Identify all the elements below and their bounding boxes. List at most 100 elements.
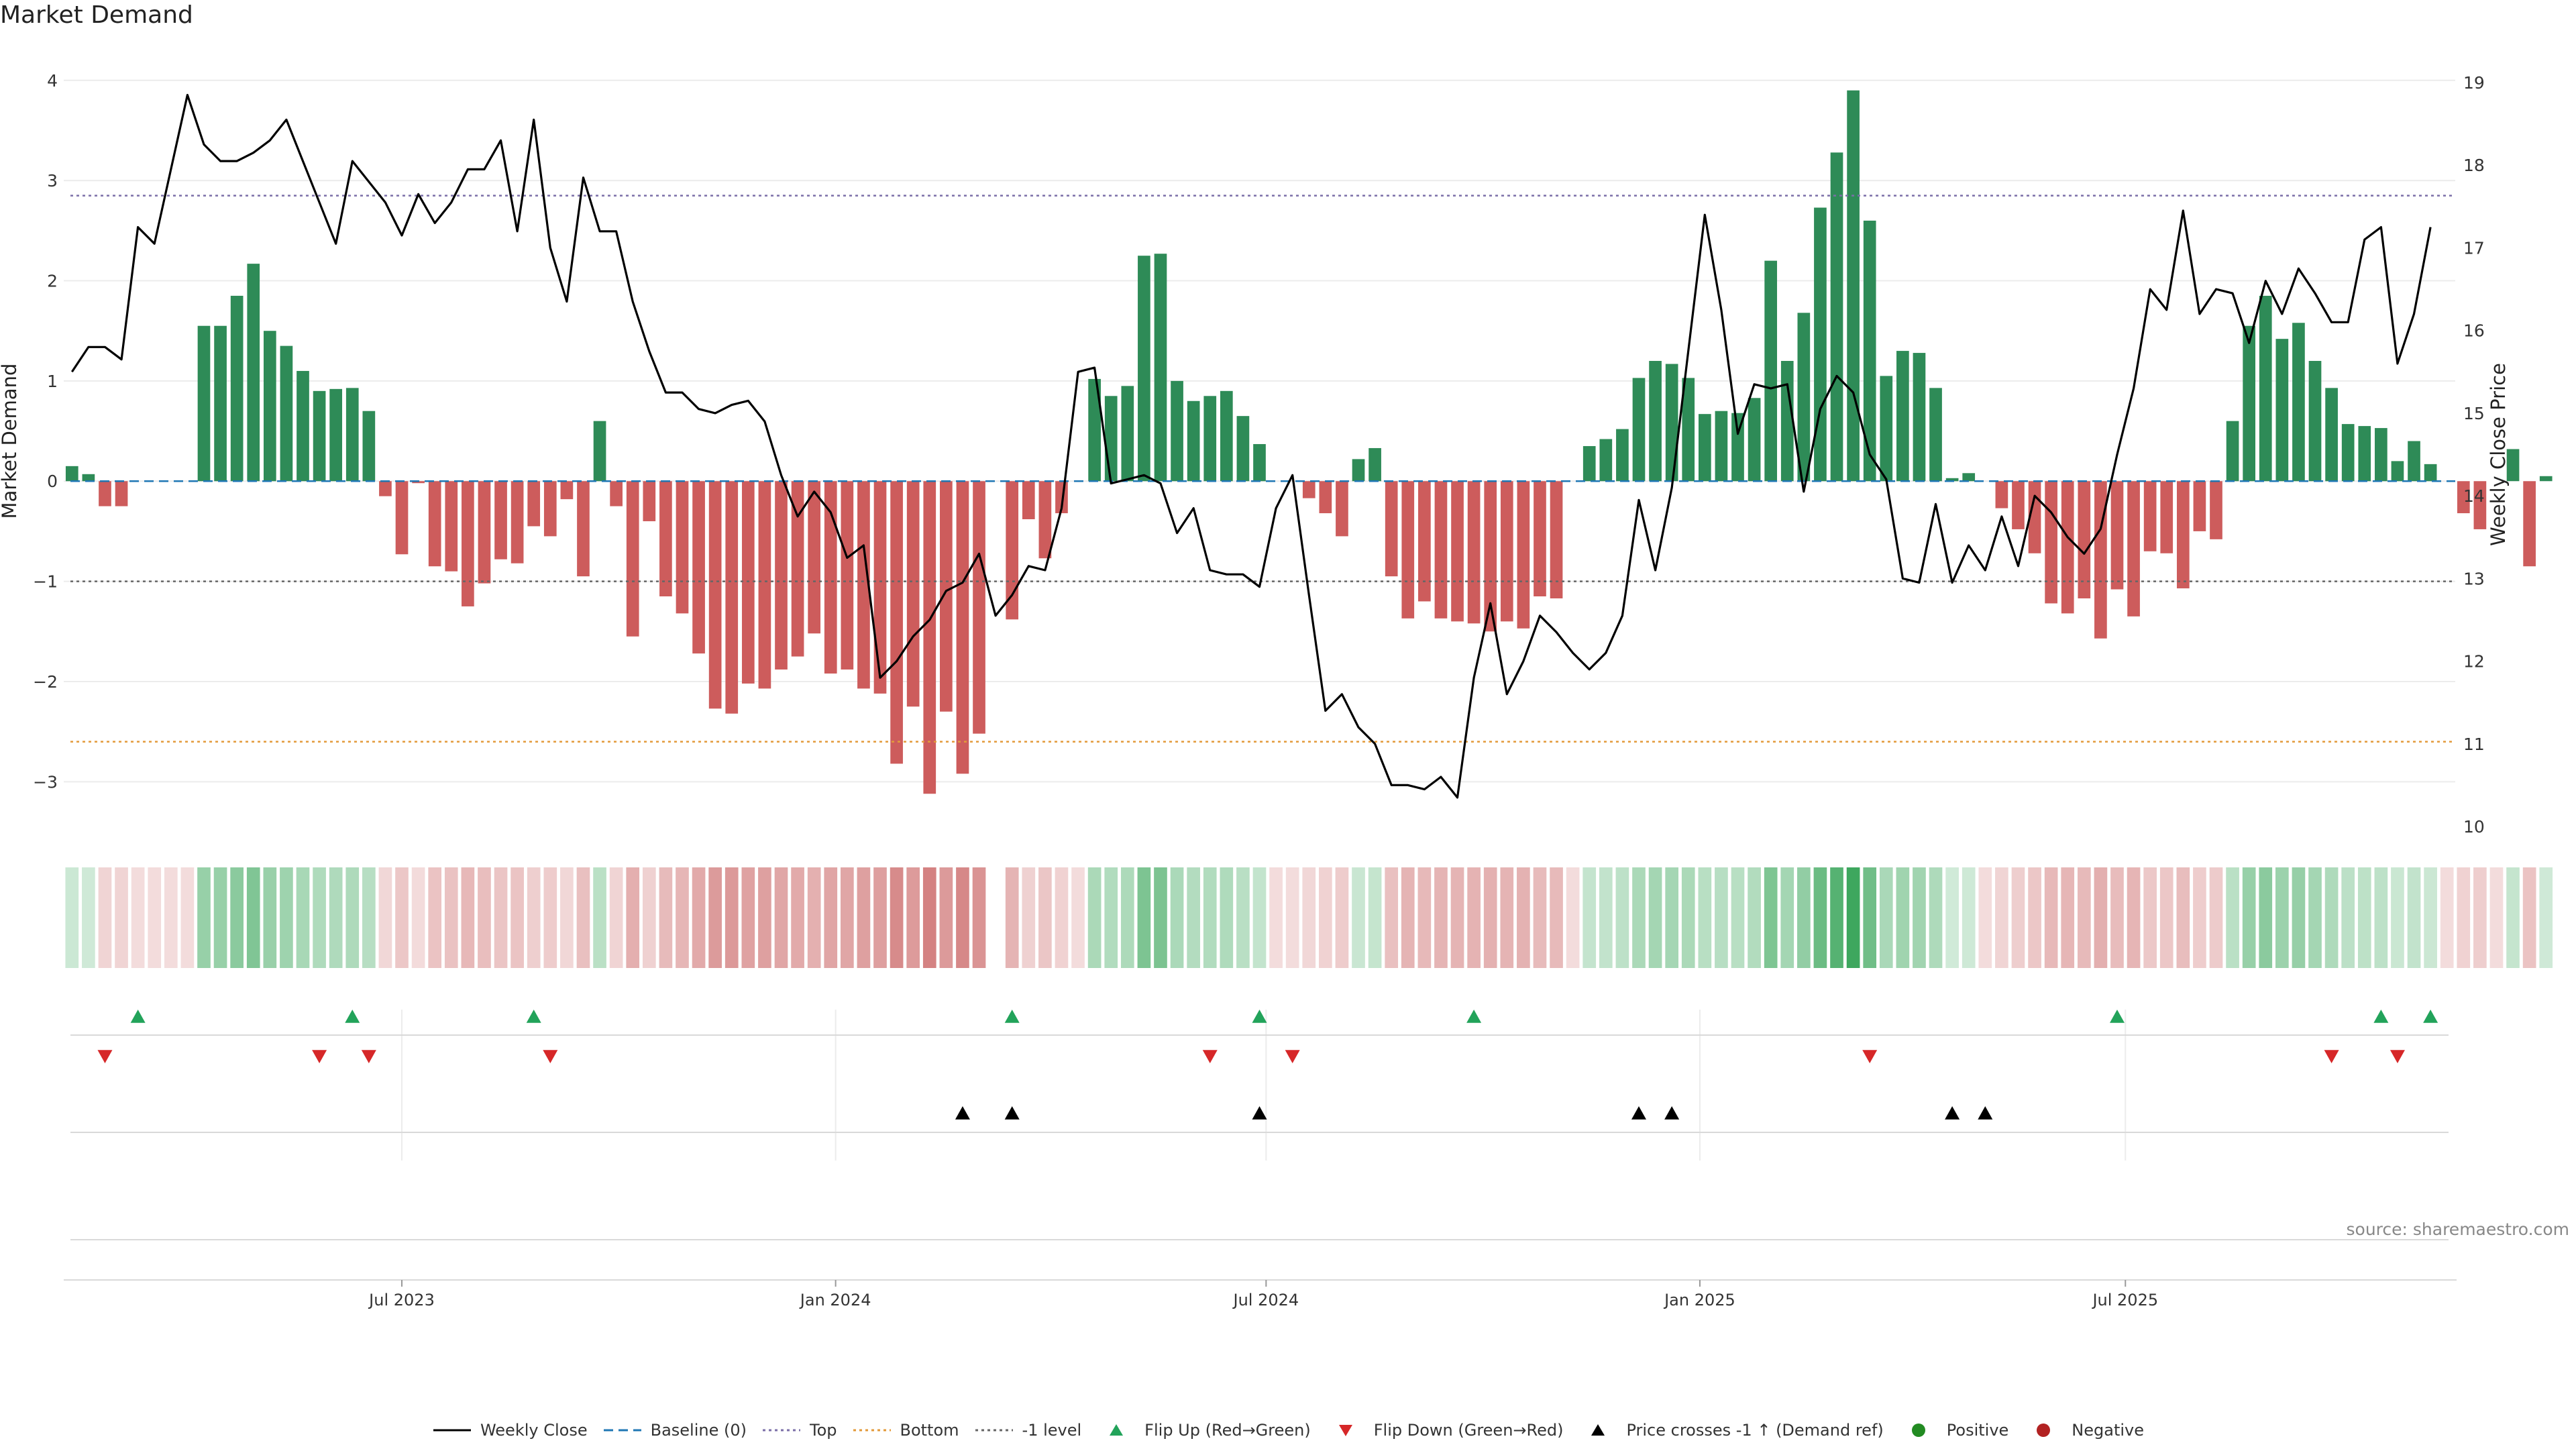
heat-strip-cell (1022, 867, 1036, 968)
heat-strip-cell (2324, 867, 2339, 968)
heat-strip-cell (2440, 867, 2454, 968)
heat-strip-cell (345, 867, 360, 968)
demand-bar-positive (2341, 424, 2355, 482)
heat-strip-cell (1599, 867, 1613, 968)
demand-bar-negative (1006, 481, 1019, 620)
demand-bar-positive (1847, 90, 1860, 482)
price-cross-marker (1664, 1106, 1680, 1120)
heat-strip-cell (263, 867, 277, 968)
heat-strip-cell (1104, 867, 1118, 968)
heat-strip-cell (2473, 867, 2487, 968)
heat-strip-cell (1500, 867, 1514, 968)
demand-bar-negative (2127, 481, 2140, 616)
heat-strip-cell (1269, 867, 1283, 968)
demand-bar-positive (1616, 429, 1629, 482)
demand-bar-positive (1352, 459, 1365, 482)
demand-bar-negative (791, 481, 804, 657)
heat-strip-cell (676, 867, 689, 968)
demand-bar-positive (2358, 426, 2371, 482)
demand-bar-positive (1797, 313, 1811, 482)
heat-strip-cell (65, 867, 79, 968)
heat-strip-cell (2506, 867, 2520, 968)
demand-bar-negative (379, 481, 392, 496)
heat-strip-cell (2242, 867, 2256, 968)
demand-bar-negative (708, 481, 722, 709)
heat-strip-cell (1401, 867, 1415, 968)
demand-bar-positive (1962, 473, 1976, 482)
heat-strip-cell (1715, 867, 1728, 968)
demand-bar-negative (1302, 481, 1316, 498)
demand-bar-negative (395, 481, 409, 555)
heat-strip-cell (1187, 867, 1200, 968)
legend-item: Top (761, 1421, 837, 1440)
heat-strip-cell (906, 867, 920, 968)
heat-strip-cell (1978, 867, 1992, 968)
demand-bar-negative (1434, 481, 1448, 619)
heat-strip-cell (2259, 867, 2273, 968)
x-axis-tick-label: Jul 2023 (368, 1291, 435, 1309)
heat-strip-cell (246, 867, 260, 968)
demand-bar-negative (1319, 481, 1332, 514)
right-axis-tick-label: 10 (2463, 817, 2485, 837)
demand-bar-positive (1632, 378, 1646, 482)
heat-strip-cell (213, 867, 227, 968)
heat-strip-cell (1467, 867, 1481, 968)
demand-bar-negative (2473, 481, 2487, 529)
heat-strip-cell (2159, 867, 2174, 968)
left-axis-tick-label: 1 (47, 372, 58, 391)
heat-strip-cell (2028, 867, 2041, 968)
legend-label: Positive (1946, 1421, 2009, 1440)
legend-symbol-tri-down (1338, 1425, 1352, 1436)
demand-bar-negative (462, 481, 474, 606)
heat-strip-cell (148, 867, 162, 968)
legend-symbol-dotted (853, 1429, 891, 1432)
legend-item: -1 level (974, 1421, 1081, 1440)
heat-strip-cell (873, 867, 887, 968)
legend-label: Top (810, 1421, 837, 1440)
x-axis-tick-label: Jan 2025 (1663, 1291, 1735, 1309)
demand-bar-negative (511, 481, 524, 564)
demand-bar-positive (2259, 295, 2272, 482)
demand-bar-negative (692, 481, 705, 654)
heat-strip-cell (1434, 867, 1448, 968)
flip-down-marker (543, 1050, 558, 1063)
heat-strip-cell (708, 867, 722, 968)
demand-bar-positive (1253, 443, 1266, 482)
heat-strip-cell (2061, 867, 2075, 968)
heat-strip-cell (2077, 867, 2091, 968)
flip-up-marker (1252, 1010, 1267, 1023)
demand-bar-negative (725, 481, 739, 714)
heat-strip-cell (1368, 867, 1382, 968)
demand-bar-positive (2325, 388, 2338, 482)
heat-strip-cell (659, 867, 673, 968)
heat-strip-cell (527, 867, 541, 968)
heat-strip-cell (1220, 867, 1234, 968)
demand-bar-negative (2160, 481, 2174, 553)
price-cross-marker (1945, 1106, 1960, 1120)
heat-strip-cell (922, 867, 936, 968)
demand-bar-negative (1517, 481, 1530, 629)
demand-bar-negative (2457, 481, 2470, 514)
demand-bar-positive (2539, 476, 2553, 482)
heat-strip-cell (1285, 867, 1299, 968)
flip-down-marker (361, 1050, 376, 1063)
flip-down-marker (97, 1050, 113, 1063)
demand-bar-positive (263, 331, 276, 482)
demand-bar-negative (659, 481, 672, 597)
demand-bar-negative (741, 481, 755, 684)
heat-strip-cell (395, 867, 409, 968)
demand-bar-positive (329, 388, 343, 482)
demand-bar-negative (1451, 481, 1464, 622)
demand-bar-negative (543, 481, 557, 537)
heat-strip-cell (1120, 867, 1134, 968)
heat-strip-cell (2308, 867, 2322, 968)
heat-strip-cell (1385, 867, 1399, 968)
heat-strip-cell (164, 867, 178, 968)
demand-bar-positive (1665, 364, 1678, 482)
heat-strip-cell (841, 867, 854, 968)
demand-bar-negative (775, 481, 788, 670)
heat-strip-cell (1566, 867, 1580, 968)
heat-strip-cell (1846, 867, 1860, 968)
legend-item: Positive (1898, 1421, 2009, 1440)
heat-strip-cell (1698, 867, 1712, 968)
